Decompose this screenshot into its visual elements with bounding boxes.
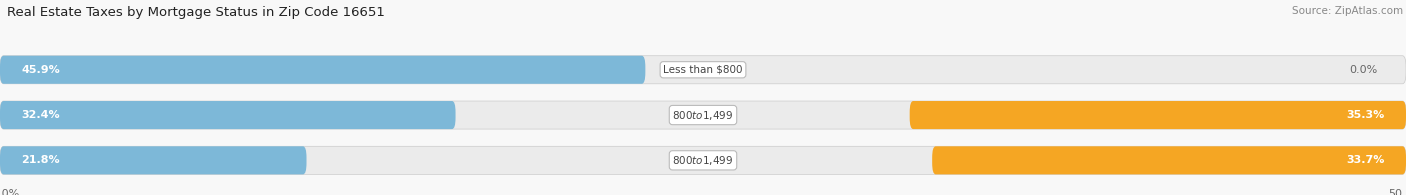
FancyBboxPatch shape xyxy=(0,56,645,84)
FancyBboxPatch shape xyxy=(0,146,307,174)
Text: Less than $800: Less than $800 xyxy=(664,65,742,75)
FancyBboxPatch shape xyxy=(0,56,1406,84)
Text: $800 to $1,499: $800 to $1,499 xyxy=(672,154,734,167)
Text: 0.0%: 0.0% xyxy=(1350,65,1378,75)
FancyBboxPatch shape xyxy=(0,101,456,129)
Text: 32.4%: 32.4% xyxy=(21,110,59,120)
Text: Source: ZipAtlas.com: Source: ZipAtlas.com xyxy=(1292,6,1403,16)
Text: 21.8%: 21.8% xyxy=(21,155,59,165)
FancyBboxPatch shape xyxy=(910,101,1406,129)
FancyBboxPatch shape xyxy=(932,146,1406,174)
FancyBboxPatch shape xyxy=(0,146,1406,174)
Text: 45.9%: 45.9% xyxy=(21,65,60,75)
FancyBboxPatch shape xyxy=(0,101,1406,129)
Text: 33.7%: 33.7% xyxy=(1347,155,1385,165)
Text: 35.3%: 35.3% xyxy=(1347,110,1385,120)
Text: Real Estate Taxes by Mortgage Status in Zip Code 16651: Real Estate Taxes by Mortgage Status in … xyxy=(7,6,385,19)
Text: $800 to $1,499: $800 to $1,499 xyxy=(672,109,734,121)
